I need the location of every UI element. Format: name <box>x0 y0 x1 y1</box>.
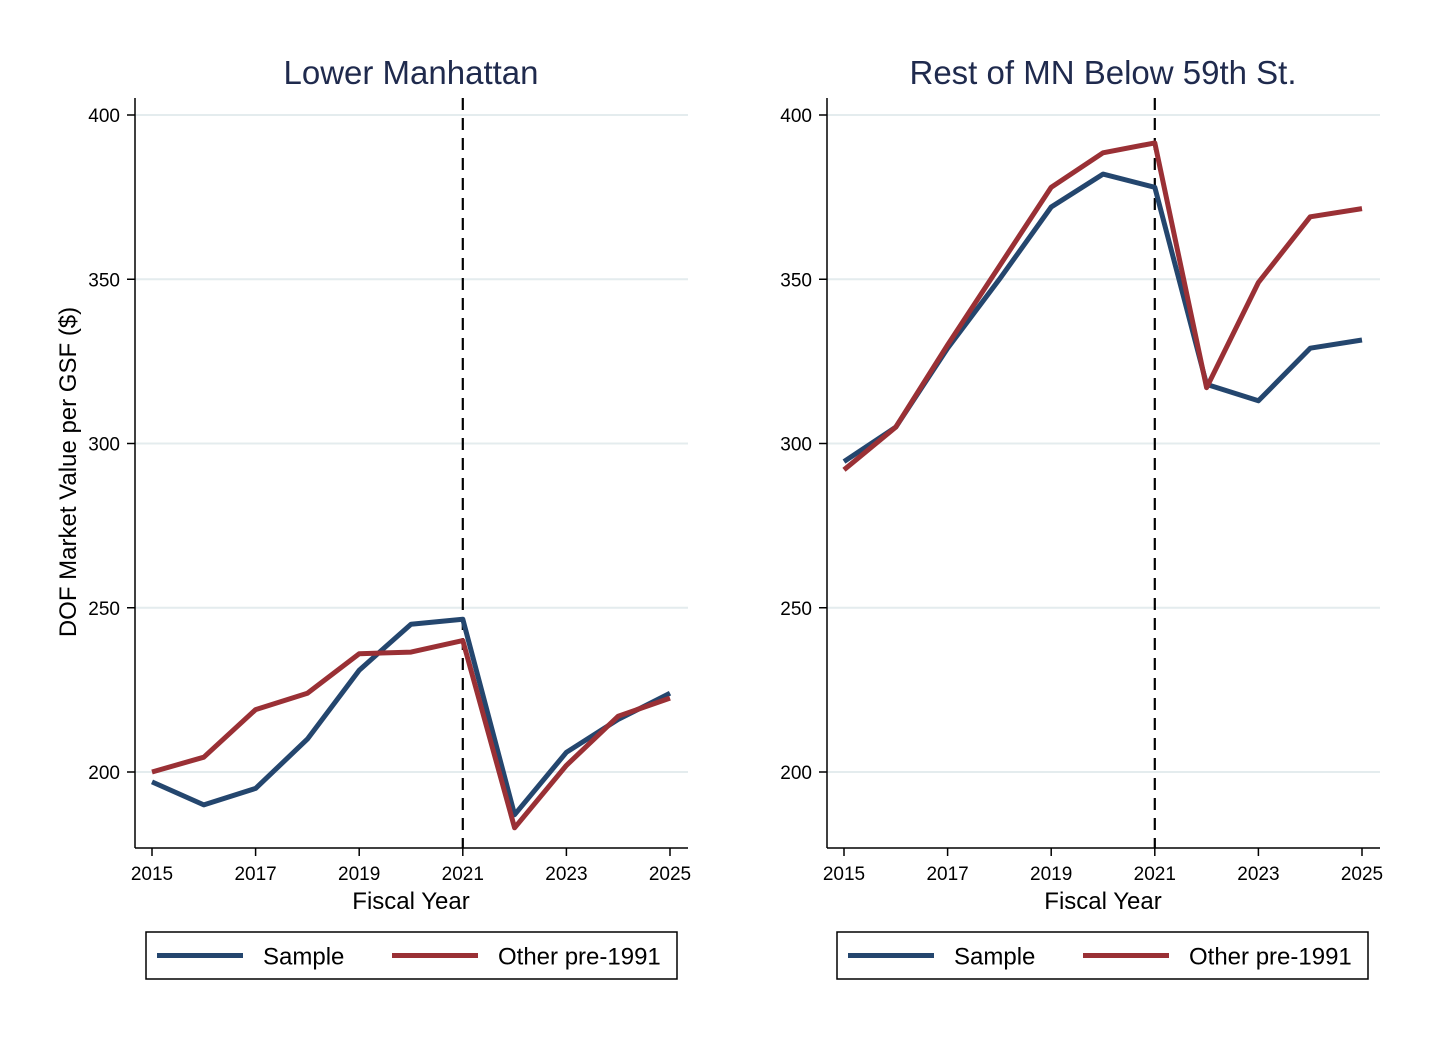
y-tick-label: 400 <box>780 106 812 127</box>
y-tick-label: 250 <box>88 599 120 620</box>
series-line-sample <box>842 171 1363 464</box>
x-tick-label: 2023 <box>1237 864 1279 885</box>
x-tick-label: 2023 <box>545 864 587 885</box>
y-tick-label: 250 <box>780 599 812 620</box>
x-tick-label: 2015 <box>823 864 865 885</box>
x-tick-label: 2025 <box>649 864 691 885</box>
y-tick-label: 300 <box>780 435 812 456</box>
y-axis-title: DOF Market Value per GSF ($) <box>55 307 82 637</box>
legend-label: Other pre-1991 <box>498 944 661 971</box>
legend-label: Other pre-1991 <box>1189 944 1352 971</box>
y-tick-label: 350 <box>88 270 120 291</box>
chart-panel-1: Lower Manhattan 200 250 300 350 400 2015 2017 20… <box>55 54 691 980</box>
series-line-other-pre-1991 <box>151 638 671 831</box>
x-tick-label: 2015 <box>131 864 173 885</box>
x-tick-label: 2019 <box>338 864 380 885</box>
x-tick-label: 2021 <box>442 864 484 885</box>
x-tick-label: 2019 <box>1030 864 1072 885</box>
x-axis-title: Fiscal Year <box>1044 888 1161 915</box>
y-tick-label: 300 <box>88 435 120 456</box>
legend: Sample Other pre-1991 <box>145 931 678 980</box>
legend: Sample Other pre-1991 <box>836 931 1369 980</box>
series-line-other-pre-1991 <box>842 140 1363 472</box>
chart-title: Lower Manhattan <box>284 54 539 91</box>
chart-title: Rest of MN Below 59th St. <box>910 54 1297 91</box>
y-tick-label: 200 <box>88 763 120 784</box>
x-tick-label: 2025 <box>1341 864 1383 885</box>
x-tick-label: 2021 <box>1134 864 1176 885</box>
x-tick-label: 2017 <box>234 864 276 885</box>
x-tick-label: 2017 <box>926 864 968 885</box>
y-tick-label: 200 <box>780 763 812 784</box>
x-axis-title: Fiscal Year <box>352 888 469 915</box>
legend-label: Sample <box>954 944 1035 971</box>
chart-panel-2: Rest of MN Below 59th St. 200 250 300 350 400… <box>780 54 1383 980</box>
legend-label: Sample <box>263 944 344 971</box>
y-tick-label: 350 <box>780 270 812 291</box>
y-tick-label: 400 <box>88 106 120 127</box>
series-line-sample <box>150 616 672 818</box>
